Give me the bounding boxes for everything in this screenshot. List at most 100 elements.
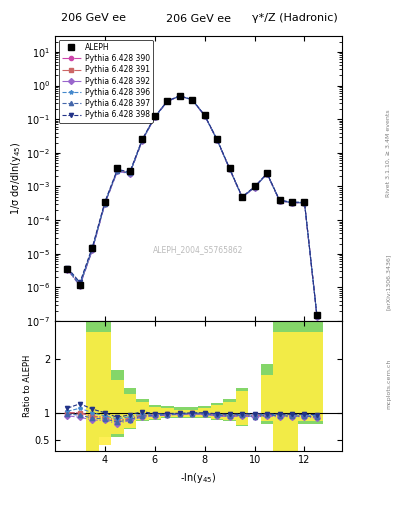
Pythia 6.428 391: [190, 97, 195, 103]
ALEPH: [152, 114, 157, 120]
Bar: [236, 391, 248, 425]
Text: 206 GeV ee: 206 GeV ee: [166, 14, 231, 25]
Pythia 6.428 397: [215, 137, 220, 143]
Pythia 6.428 397: [252, 184, 257, 190]
Bar: [311, 332, 323, 421]
ALEPH: [302, 199, 307, 205]
Text: ALEPH_2004_S5765862: ALEPH_2004_S5765862: [153, 245, 244, 254]
Pythia 6.428 396: [215, 137, 220, 143]
Bar: [223, 402, 236, 420]
Pythia 6.428 396: [103, 200, 107, 206]
Pythia 6.428 397: [265, 170, 270, 177]
ALEPH: [127, 168, 132, 175]
Pythia 6.428 398: [177, 93, 182, 99]
Pythia 6.428 391: [165, 98, 170, 104]
Pythia 6.428 390: [140, 137, 145, 143]
Pythia 6.428 392: [227, 166, 232, 172]
Bar: [86, 332, 99, 451]
Pythia 6.428 392: [90, 247, 95, 253]
ALEPH: [190, 97, 195, 103]
Pythia 6.428 397: [165, 98, 170, 104]
Line: Pythia 6.428 396: Pythia 6.428 396: [65, 94, 319, 318]
Pythia 6.428 397: [140, 137, 145, 143]
Pythia 6.428 391: [115, 167, 120, 174]
Pythia 6.428 398: [115, 166, 120, 173]
Pythia 6.428 390: [315, 313, 320, 319]
Bar: [161, 409, 174, 417]
Legend: ALEPH, Pythia 6.428 390, Pythia 6.428 391, Pythia 6.428 392, Pythia 6.428 396, P: ALEPH, Pythia 6.428 390, Pythia 6.428 39…: [59, 39, 153, 122]
Bar: [311, 321, 323, 423]
ALEPH: [315, 312, 320, 318]
Pythia 6.428 397: [240, 194, 244, 200]
Pythia 6.428 390: [77, 282, 82, 288]
Pythia 6.428 398: [290, 199, 294, 205]
Pythia 6.428 390: [202, 113, 207, 119]
Pythia 6.428 396: [290, 199, 294, 205]
Pythia 6.428 391: [202, 113, 207, 119]
Pythia 6.428 396: [202, 112, 207, 118]
Pythia 6.428 398: [165, 98, 170, 104]
Pythia 6.428 396: [265, 170, 270, 177]
Pythia 6.428 398: [215, 137, 220, 143]
ALEPH: [103, 199, 107, 205]
Pythia 6.428 390: [215, 137, 220, 143]
Bar: [86, 321, 99, 464]
ALEPH: [140, 136, 145, 142]
Bar: [186, 408, 198, 418]
Pythia 6.428 390: [252, 184, 257, 190]
Y-axis label: Ratio to ALEPH: Ratio to ALEPH: [23, 355, 32, 417]
ALEPH: [277, 197, 282, 203]
Pythia 6.428 392: [315, 313, 320, 319]
ALEPH: [115, 165, 120, 171]
Pythia 6.428 392: [252, 184, 257, 190]
Pythia 6.428 397: [65, 266, 70, 272]
Pythia 6.428 397: [103, 201, 107, 207]
Pythia 6.428 398: [315, 312, 320, 318]
Pythia 6.428 397: [77, 282, 82, 288]
Pythia 6.428 391: [315, 313, 320, 319]
Text: γ*/Z (Hadronic): γ*/Z (Hadronic): [252, 13, 338, 23]
Pythia 6.428 392: [165, 98, 170, 104]
Pythia 6.428 396: [65, 266, 70, 272]
Pythia 6.428 390: [127, 170, 132, 176]
ALEPH: [177, 93, 182, 99]
Pythia 6.428 398: [90, 244, 95, 250]
Pythia 6.428 392: [140, 138, 145, 144]
Bar: [136, 399, 149, 421]
Pythia 6.428 390: [103, 200, 107, 206]
Bar: [174, 408, 186, 418]
Line: ALEPH: ALEPH: [65, 93, 320, 318]
Pythia 6.428 397: [152, 114, 157, 120]
Pythia 6.428 392: [115, 168, 120, 175]
Pythia 6.428 398: [240, 194, 244, 200]
Pythia 6.428 390: [115, 167, 120, 174]
Bar: [223, 399, 236, 421]
Bar: [111, 370, 124, 437]
Pythia 6.428 392: [240, 195, 244, 201]
ALEPH: [252, 183, 257, 189]
Pythia 6.428 390: [190, 97, 195, 103]
Text: Rivet 3.1.10, ≥ 3.4M events: Rivet 3.1.10, ≥ 3.4M events: [386, 110, 391, 198]
Pythia 6.428 390: [265, 170, 270, 177]
Pythia 6.428 397: [115, 168, 120, 174]
Pythia 6.428 392: [277, 198, 282, 204]
Pythia 6.428 398: [65, 265, 70, 271]
ALEPH: [90, 245, 95, 251]
ALEPH: [265, 170, 270, 176]
Pythia 6.428 398: [265, 170, 270, 177]
Pythia 6.428 392: [302, 200, 307, 206]
Bar: [298, 321, 311, 423]
Bar: [124, 389, 136, 429]
Pythia 6.428 391: [65, 266, 70, 272]
Pythia 6.428 398: [277, 197, 282, 203]
Pythia 6.428 392: [202, 113, 207, 119]
Pythia 6.428 398: [140, 136, 145, 142]
Bar: [186, 410, 198, 417]
Pythia 6.428 390: [240, 194, 244, 200]
ALEPH: [65, 266, 70, 272]
Bar: [99, 321, 111, 437]
Pythia 6.428 392: [152, 114, 157, 120]
Pythia 6.428 391: [127, 170, 132, 176]
Pythia 6.428 398: [190, 97, 195, 103]
Pythia 6.428 390: [302, 200, 307, 206]
